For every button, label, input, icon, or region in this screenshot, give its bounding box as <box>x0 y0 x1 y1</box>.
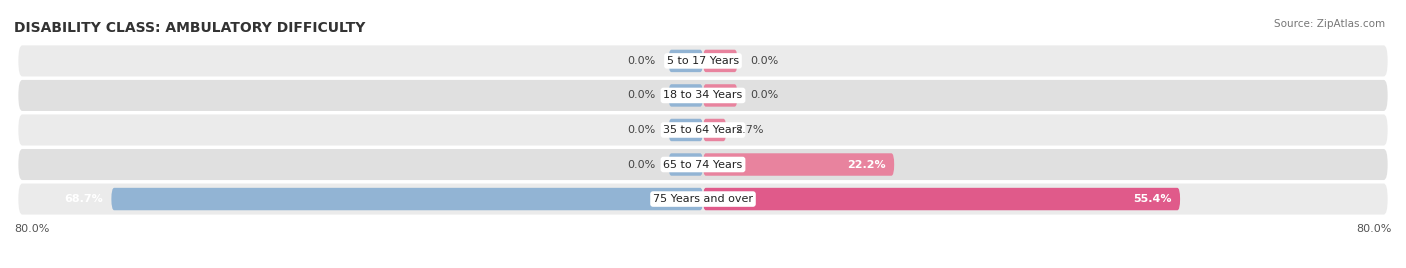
Text: 80.0%: 80.0% <box>14 224 49 234</box>
FancyBboxPatch shape <box>669 153 703 176</box>
Text: 35 to 64 Years: 35 to 64 Years <box>664 125 742 135</box>
FancyBboxPatch shape <box>669 50 703 72</box>
FancyBboxPatch shape <box>18 114 1388 146</box>
Text: 68.7%: 68.7% <box>65 194 103 204</box>
FancyBboxPatch shape <box>703 119 727 141</box>
Text: 0.0%: 0.0% <box>751 56 779 66</box>
Text: Source: ZipAtlas.com: Source: ZipAtlas.com <box>1274 19 1385 29</box>
FancyBboxPatch shape <box>18 184 1388 215</box>
FancyBboxPatch shape <box>703 153 894 176</box>
FancyBboxPatch shape <box>669 84 703 107</box>
Text: 0.0%: 0.0% <box>627 159 655 170</box>
FancyBboxPatch shape <box>18 80 1388 111</box>
Text: 2.7%: 2.7% <box>735 125 763 135</box>
Text: 18 to 34 Years: 18 to 34 Years <box>664 90 742 100</box>
Text: 65 to 74 Years: 65 to 74 Years <box>664 159 742 170</box>
FancyBboxPatch shape <box>703 50 738 72</box>
FancyBboxPatch shape <box>669 119 703 141</box>
Text: 0.0%: 0.0% <box>627 90 655 100</box>
Text: 80.0%: 80.0% <box>1357 224 1392 234</box>
Text: 0.0%: 0.0% <box>751 90 779 100</box>
Text: 55.4%: 55.4% <box>1133 194 1171 204</box>
FancyBboxPatch shape <box>703 84 738 107</box>
FancyBboxPatch shape <box>18 149 1388 180</box>
Text: DISABILITY CLASS: AMBULATORY DIFFICULTY: DISABILITY CLASS: AMBULATORY DIFFICULTY <box>14 21 366 35</box>
Text: 22.2%: 22.2% <box>846 159 886 170</box>
FancyBboxPatch shape <box>18 45 1388 76</box>
Text: 75 Years and over: 75 Years and over <box>652 194 754 204</box>
Text: 5 to 17 Years: 5 to 17 Years <box>666 56 740 66</box>
FancyBboxPatch shape <box>111 188 703 210</box>
Text: 0.0%: 0.0% <box>627 56 655 66</box>
Text: 0.0%: 0.0% <box>627 125 655 135</box>
FancyBboxPatch shape <box>703 188 1180 210</box>
